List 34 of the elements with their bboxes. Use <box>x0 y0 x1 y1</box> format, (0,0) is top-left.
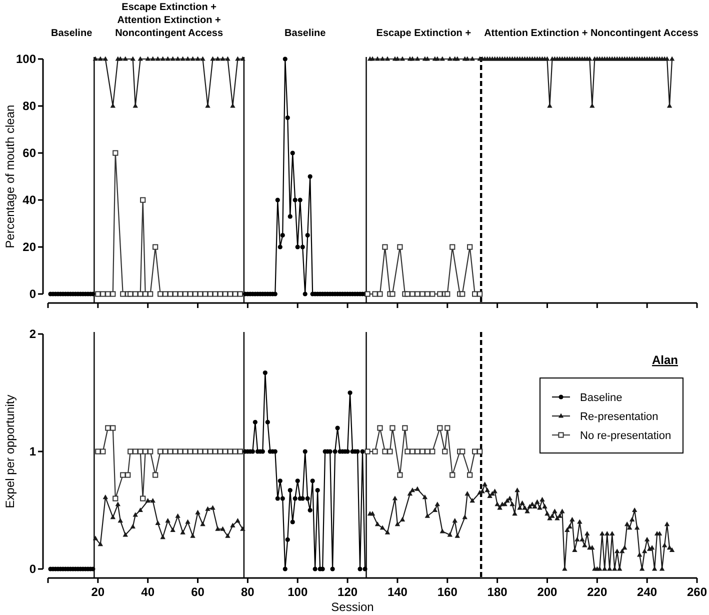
y-tick-label: 1 <box>29 444 36 459</box>
x-tick-label: 80 <box>241 585 255 599</box>
y-tick-label: 0 <box>29 562 36 576</box>
x-tick-label: 160 <box>437 585 458 599</box>
y-tick-label: 60 <box>22 146 36 160</box>
x-tick-label: 200 <box>537 585 558 599</box>
x-tick-label: 180 <box>487 585 508 599</box>
x-tick-label: 220 <box>587 585 608 599</box>
x-tick-label: 240 <box>637 585 658 599</box>
text: Baseline <box>284 28 326 39</box>
y-tick-label: 20 <box>22 240 36 254</box>
y-tick-label: 40 <box>22 193 36 208</box>
y-tick-label: 80 <box>22 99 36 114</box>
x-tick-label: 40 <box>141 585 155 599</box>
legend-label: Baseline <box>580 392 622 404</box>
y-tick-label: 0 <box>29 287 36 302</box>
legend-label: No re-presentation <box>580 430 672 442</box>
text: Attention Extinction + Noncontingent Access <box>484 28 699 39</box>
text: Escape Extinction + Attention Extinction + Noncontingent Access <box>115 2 224 39</box>
x-axis-title: Session <box>331 600 374 614</box>
annotation: Alan <box>652 353 678 367</box>
y-axis-title: Expel per opportunity <box>3 394 17 508</box>
y-tick-label: 100 <box>16 52 36 66</box>
text: Escape Extinction + <box>376 28 472 39</box>
x-tick-label: 120 <box>338 585 358 599</box>
y-axis-title: Percentage of mouth clean <box>3 104 17 248</box>
x-tick-label: 140 <box>387 585 408 599</box>
x-tick-label: 20 <box>91 585 105 599</box>
text: Baseline <box>51 28 93 39</box>
x-tick-label: 60 <box>191 585 205 599</box>
x-tick-label: 100 <box>288 585 308 599</box>
y-tick-label: 2 <box>29 327 36 342</box>
x-tick-label: 260 <box>686 585 708 599</box>
legend-label: Re-presentation <box>580 410 658 423</box>
